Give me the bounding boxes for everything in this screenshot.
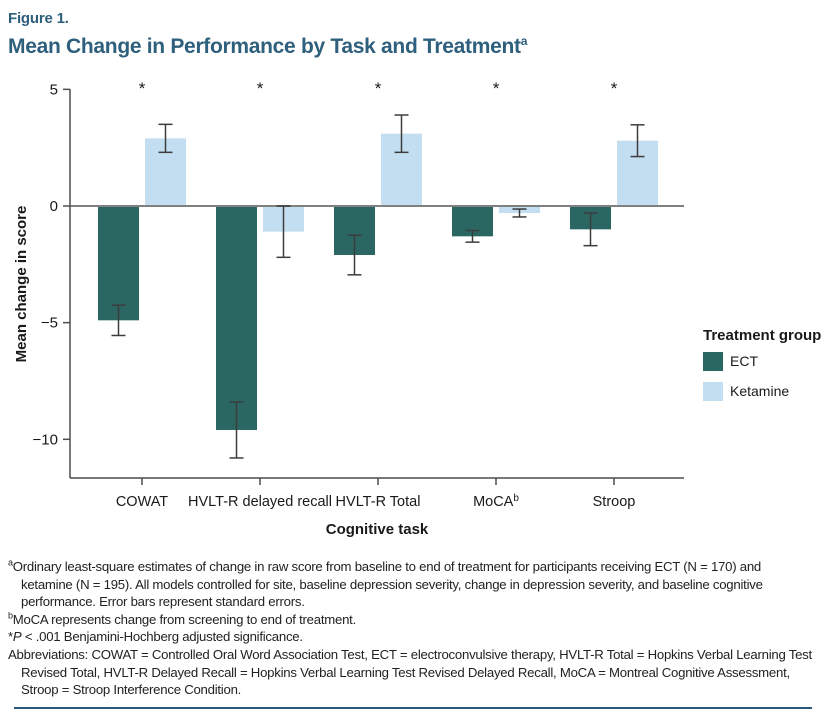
figure-header: Figure 1. Mean Change in Performance by … [8, 10, 527, 59]
x-tick-label-stroop: Stroop [593, 494, 636, 510]
footnote-b: bMoCA represents change from screening t… [8, 611, 814, 629]
bar-ect-hvlt-r-delayed-recall [216, 206, 257, 430]
y-tick-label-5: 5 [50, 81, 58, 98]
figure-title: Mean Change in Performance by Task and T… [8, 34, 527, 59]
bar-ect-cowat [98, 206, 139, 321]
footnote-significance: *P < .001 Benjamini-Hochberg adjusted si… [8, 628, 814, 646]
footnotes: aOrdinary least-square estimates of chan… [8, 558, 814, 699]
x-tick-label-moca: MoCAb [473, 493, 519, 510]
footnote-a-superscript: a [8, 557, 13, 568]
footnote-b-superscript: b [8, 610, 13, 621]
legend-swatch-ect [703, 352, 723, 371]
footnote-significance-pvalue: P [12, 629, 22, 645]
x-tick-label-hvlt-r-total: HVLT-R Total [336, 494, 421, 510]
legend-label-ect: ECT [730, 353, 758, 369]
footnote-significance-text: < .001 Benjamini-Hochberg adjusted signi… [21, 629, 303, 645]
significance-asterisk-hvlt-r-total: * [375, 79, 382, 98]
bottom-rule [14, 707, 812, 709]
significance-asterisk-stroop: * [611, 79, 618, 98]
x-tick-label-cowat: COWAT [116, 494, 168, 510]
y-axis-title: Mean change in score [13, 206, 30, 363]
footnote-significance-prefix: * [8, 629, 13, 645]
legend-swatch-ketamine [703, 382, 723, 401]
figure-title-superscript: a [520, 34, 528, 48]
footnote-abbreviations: Abbreviations: COWAT = Controlled Oral W… [8, 646, 814, 699]
x-axis-title: Cognitive task [326, 521, 429, 538]
footnote-a-text: Ordinary least-square estimates of chang… [12, 559, 763, 610]
significance-asterisk-moca: * [493, 79, 500, 98]
footnote-abbreviations-text: Abbreviations: COWAT = Controlled Oral W… [8, 646, 812, 698]
legend-title: Treatment group [703, 327, 821, 344]
x-tick-label-hvlt-r-delayed-recall: HVLT-R delayed recall [188, 494, 332, 510]
y-tick-label--10: −10 [33, 431, 58, 448]
footnote-a: aOrdinary least-square estimates of chan… [8, 558, 814, 611]
significance-asterisk-hvlt-r-delayed-recall: * [257, 79, 264, 98]
y-tick-label-0: 0 [50, 198, 58, 215]
figure-label: Figure 1. [8, 10, 69, 27]
figure-title-text: Mean Change in Performance by Task and T… [8, 35, 521, 58]
legend-label-ketamine: Ketamine [730, 383, 789, 399]
y-tick-label--5: −5 [41, 315, 58, 332]
significance-asterisk-cowat: * [139, 79, 146, 98]
bar-chart: 5 0 −5 −10 COWAT HVLT-R delayed recall HVLT-R … [13, 79, 821, 538]
footnote-b-text: MoCA represents change from screening to… [12, 611, 356, 627]
